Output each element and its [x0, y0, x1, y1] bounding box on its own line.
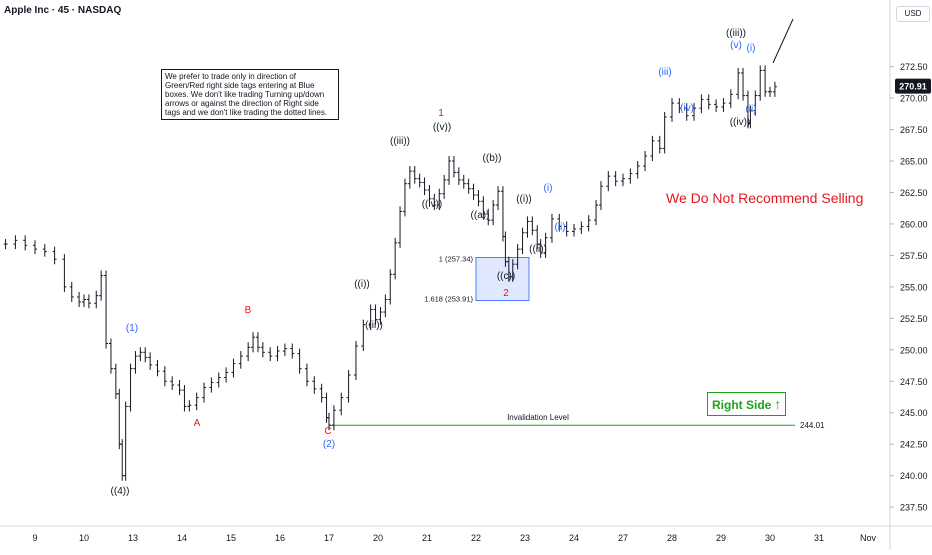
chart-title: Apple Inc · 45 · NASDAQ: [4, 5, 122, 16]
last-price-label: 270.91: [899, 82, 927, 92]
arrow-up-icon: ↑: [774, 396, 782, 412]
invalidation-value: 244.01: [800, 421, 825, 430]
wave-label: ((b)): [483, 153, 502, 164]
projection-line: [772, 18, 794, 64]
x-tick-label: 24: [569, 533, 579, 543]
x-tick-label: Nov: [860, 533, 877, 543]
y-tick-label: 270.00: [900, 94, 928, 104]
wave-label: 2: [503, 288, 509, 299]
wave-label: (1): [126, 323, 138, 334]
y-tick-label: 262.50: [900, 188, 928, 198]
wave-label: ((iii)): [390, 136, 410, 147]
wave-label: (2): [323, 439, 335, 450]
strategy-note: We prefer to trade only in direction of …: [161, 69, 339, 120]
wave-label: (iv): [680, 103, 694, 114]
fib-box: [475, 257, 530, 301]
wave-label: C: [324, 426, 331, 437]
wave-label: B: [245, 305, 252, 316]
x-tick-label: 21: [422, 533, 432, 543]
x-tick-label: 13: [128, 533, 138, 543]
x-tick-label: 9: [32, 533, 37, 543]
y-tick-label: 242.50: [900, 440, 928, 450]
wave-label: ((i)): [516, 194, 532, 205]
invalidation-level-line: Invalidation Level 244.01: [330, 413, 825, 430]
x-tick-label: 22: [471, 533, 481, 543]
x-tick-label: 10: [79, 533, 89, 543]
wave-label: (ii): [554, 222, 565, 233]
y-tick-label: 247.50: [900, 377, 928, 387]
x-tick-label: 27: [618, 533, 628, 543]
right-side-tag: Right Side ↑: [707, 392, 787, 416]
wave-label: ((v)): [433, 122, 451, 133]
wave-label: A: [194, 418, 201, 429]
y-tick-label: 250.00: [900, 345, 928, 355]
wave-label: (ii): [745, 104, 756, 115]
invalidation-label: Invalidation Level: [507, 413, 569, 422]
y-tick-label: 265.00: [900, 157, 928, 167]
y-tick-label: 255.00: [900, 282, 928, 292]
wave-label: ((iv)): [422, 199, 443, 210]
wave-label: ((ii)): [529, 244, 547, 255]
x-tick-label: 14: [177, 533, 187, 543]
right-side-label: Right Side: [712, 398, 772, 412]
x-tick-label: 23: [520, 533, 530, 543]
x-tick-label: 17: [324, 533, 334, 543]
y-tick-label: 272.50: [900, 62, 928, 72]
price-tags: 270.91: [895, 78, 931, 94]
wave-label: (i): [747, 43, 756, 54]
x-tick-label: 15: [226, 533, 236, 543]
wave-label: ((i)): [354, 279, 370, 290]
wave-label: ((a)): [471, 210, 490, 221]
y-tick-label: 260.00: [900, 219, 928, 229]
wave-label: ((iv)): [730, 117, 751, 128]
currency-badge[interactable]: USD: [896, 6, 930, 22]
y-tick-label: 237.50: [900, 503, 928, 513]
x-tick-label: 16: [275, 533, 285, 543]
wave-label: ((ii)): [365, 320, 383, 331]
y-tick-label: 267.50: [900, 125, 928, 135]
wave-label: (iii): [658, 67, 671, 78]
y-tick-label: 257.50: [900, 251, 928, 261]
x-tick-label: 28: [667, 533, 677, 543]
y-tick-label: 252.50: [900, 314, 928, 324]
wave-label: ((iii)): [726, 28, 746, 39]
wave-label: (i): [544, 183, 553, 194]
x-tick-label: 29: [716, 533, 726, 543]
fib-blue-box: 1 (257.34) 1.618 (253.91): [424, 254, 530, 304]
fib-label-1: 1 (257.34): [439, 254, 474, 263]
price-series: [3, 18, 794, 481]
x-tick-label: 20: [373, 533, 383, 543]
last-price-tag: [895, 78, 931, 94]
recommendation-text: We Do Not Recommend Selling: [666, 190, 864, 206]
y-tick-label: 240.00: [900, 471, 928, 481]
wave-label: ((4)): [111, 486, 130, 497]
x-tick-label: 30: [765, 533, 775, 543]
x-tick-label: 31: [814, 533, 824, 543]
wave-label: (v): [730, 40, 742, 51]
y-tick-label: 245.00: [900, 408, 928, 418]
wave-labels: (1) ((4)) A B C (2) ((i)) ((ii)) ((iii)) ((iv)) ((…: [111, 28, 757, 497]
wave-label: 1: [438, 108, 444, 119]
wave-label: ((c)): [497, 271, 515, 282]
fib-label-1618: 1.618 (253.91): [424, 295, 473, 304]
